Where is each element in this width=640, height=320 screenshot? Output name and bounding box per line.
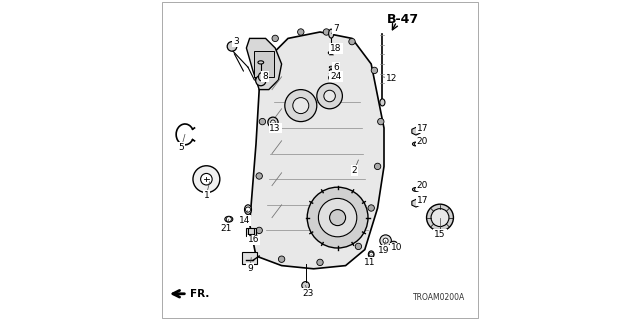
Circle shape (380, 235, 392, 246)
Text: 18: 18 (330, 44, 342, 53)
Text: 19: 19 (378, 246, 389, 255)
Polygon shape (412, 127, 420, 135)
Ellipse shape (259, 73, 263, 81)
Circle shape (329, 75, 334, 80)
Text: 17: 17 (417, 124, 428, 132)
Circle shape (256, 227, 262, 234)
Text: 9: 9 (248, 264, 253, 273)
Text: 21: 21 (220, 224, 231, 233)
Ellipse shape (329, 29, 334, 38)
Circle shape (272, 35, 278, 42)
Circle shape (371, 67, 378, 74)
Text: 15: 15 (435, 230, 445, 239)
Text: 3: 3 (234, 37, 239, 46)
Circle shape (259, 118, 266, 125)
Polygon shape (250, 32, 384, 269)
FancyBboxPatch shape (246, 228, 256, 236)
Text: 14: 14 (239, 216, 250, 225)
Circle shape (383, 238, 388, 243)
Text: 2: 2 (351, 166, 357, 175)
Circle shape (317, 259, 323, 266)
Ellipse shape (244, 205, 252, 214)
Circle shape (431, 209, 449, 227)
Text: B-47: B-47 (387, 13, 419, 26)
Text: 6: 6 (333, 63, 339, 72)
Ellipse shape (328, 51, 334, 54)
Ellipse shape (413, 142, 420, 146)
Text: TROAM0200A: TROAM0200A (413, 293, 466, 302)
Circle shape (302, 282, 310, 289)
Circle shape (256, 76, 266, 86)
Circle shape (427, 204, 454, 231)
Circle shape (317, 83, 342, 109)
Text: 11: 11 (364, 258, 375, 267)
Circle shape (415, 142, 418, 146)
Text: 1: 1 (204, 191, 209, 200)
Ellipse shape (369, 251, 374, 258)
Text: 20: 20 (417, 137, 428, 146)
Ellipse shape (380, 99, 385, 106)
Circle shape (368, 205, 374, 211)
Circle shape (414, 129, 418, 133)
Text: 12: 12 (387, 74, 397, 83)
Text: 7: 7 (333, 24, 339, 33)
Text: 5: 5 (179, 143, 184, 152)
Circle shape (201, 173, 212, 185)
FancyBboxPatch shape (243, 252, 257, 264)
Ellipse shape (413, 188, 420, 191)
Ellipse shape (258, 61, 264, 64)
Circle shape (268, 117, 278, 127)
Circle shape (330, 210, 346, 226)
Text: FR.: FR. (189, 289, 209, 299)
Circle shape (378, 118, 384, 125)
Circle shape (293, 98, 309, 114)
Circle shape (349, 38, 355, 45)
Circle shape (415, 188, 418, 191)
Text: 24: 24 (330, 72, 342, 81)
Circle shape (355, 243, 362, 250)
Circle shape (227, 217, 232, 222)
Text: 17: 17 (417, 196, 428, 205)
Circle shape (193, 166, 220, 193)
Text: 8: 8 (262, 72, 268, 81)
Circle shape (256, 173, 262, 179)
Text: 23: 23 (302, 289, 314, 298)
Circle shape (278, 256, 285, 262)
Text: 10: 10 (391, 244, 403, 252)
Ellipse shape (390, 241, 397, 245)
FancyBboxPatch shape (253, 51, 275, 77)
Circle shape (307, 187, 368, 248)
Polygon shape (412, 199, 420, 207)
Circle shape (271, 120, 275, 124)
Circle shape (319, 198, 357, 237)
Text: 13: 13 (269, 124, 281, 132)
Circle shape (323, 29, 330, 35)
Polygon shape (246, 38, 282, 90)
Text: 20: 20 (417, 181, 428, 190)
Circle shape (298, 29, 304, 35)
Ellipse shape (225, 216, 233, 222)
Circle shape (414, 201, 418, 205)
Circle shape (246, 207, 251, 212)
Circle shape (285, 90, 317, 122)
Text: 16: 16 (248, 236, 259, 244)
Circle shape (374, 163, 381, 170)
Circle shape (369, 252, 374, 257)
Circle shape (324, 90, 335, 102)
Circle shape (330, 51, 333, 54)
Circle shape (227, 42, 237, 51)
